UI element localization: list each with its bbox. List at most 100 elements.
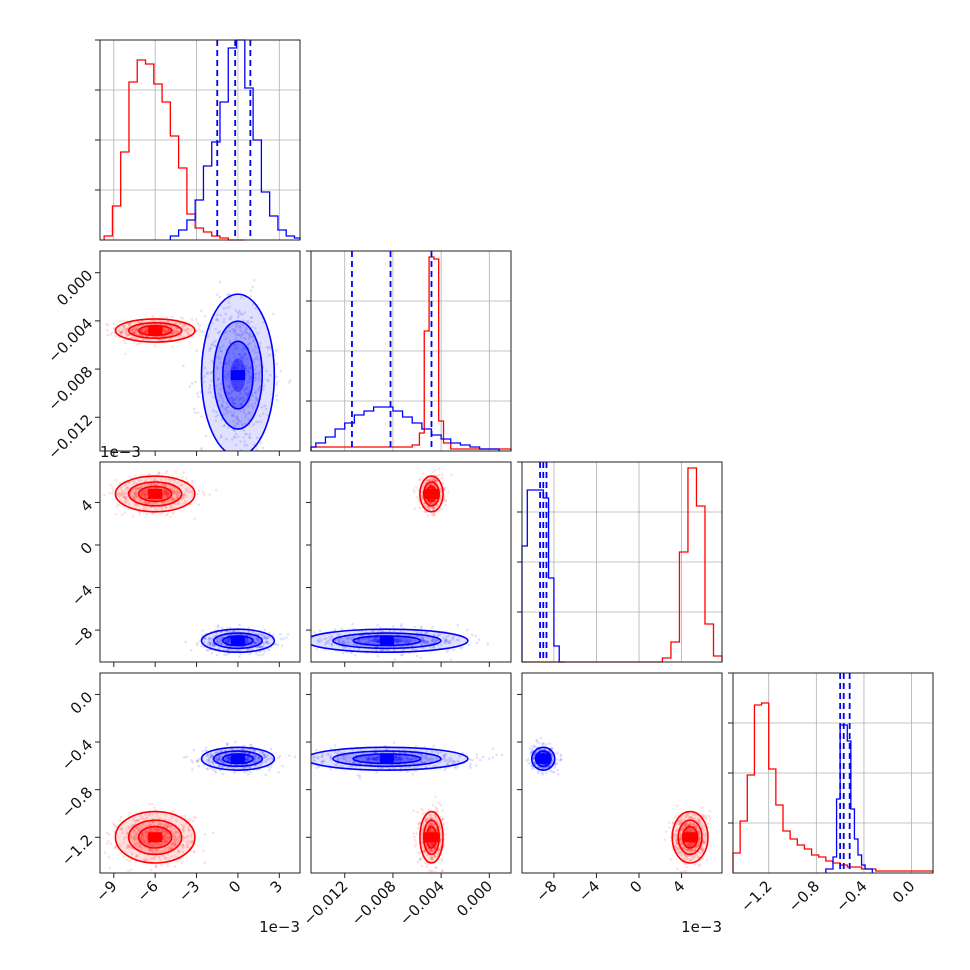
sample-point — [132, 331, 135, 335]
sample-point — [175, 819, 178, 822]
sample-point — [144, 479, 148, 482]
sample-point — [136, 827, 140, 831]
sample-point — [163, 490, 167, 494]
sample-point — [190, 759, 193, 762]
sample-point — [227, 641, 231, 644]
sample-point — [172, 498, 175, 502]
sample-point — [425, 853, 429, 857]
sample-point — [133, 492, 137, 496]
sample-point — [163, 834, 167, 838]
sample-point — [441, 476, 444, 480]
sample-point — [142, 840, 145, 844]
sample-point — [220, 760, 223, 763]
sample-point — [418, 477, 422, 481]
sample-point — [120, 513, 124, 517]
sample-point — [217, 757, 221, 761]
sample-point — [225, 742, 229, 745]
sample-point — [247, 333, 251, 337]
sample-point — [201, 629, 205, 632]
sample-point — [218, 637, 222, 641]
sample-point — [164, 323, 167, 327]
sample-point — [170, 325, 174, 329]
sample-point — [178, 850, 181, 854]
sample-point — [241, 323, 244, 327]
sample-point — [181, 843, 185, 847]
sample-point — [131, 515, 135, 518]
sample-point — [382, 649, 385, 652]
sample-point — [176, 321, 180, 324]
sample-point — [225, 391, 229, 395]
sample-point — [415, 832, 419, 836]
sample-point — [241, 365, 244, 368]
sample-point — [374, 639, 378, 642]
sample-point — [392, 625, 395, 628]
sample-point — [247, 366, 251, 370]
sample-point — [423, 640, 426, 643]
sample-point — [139, 329, 143, 332]
sample-point — [434, 639, 438, 643]
sample-point — [106, 333, 110, 337]
sample-point — [154, 828, 158, 832]
sample-point — [190, 481, 194, 484]
sample-point — [155, 848, 158, 852]
sample-point — [420, 837, 424, 841]
sample-point — [228, 386, 232, 390]
sample-point — [420, 490, 424, 494]
sample-point — [252, 443, 256, 446]
sample-point — [174, 831, 177, 835]
sample-point — [403, 640, 406, 644]
sample-point — [231, 401, 234, 405]
sample-point — [228, 410, 232, 414]
sample-point — [136, 487, 140, 490]
sample-point — [268, 353, 271, 357]
sample-point — [253, 757, 257, 760]
sample-point — [120, 828, 123, 832]
sample-point — [222, 307, 226, 310]
sample-point — [242, 429, 246, 432]
sample-point — [431, 828, 435, 832]
sample-point — [368, 637, 371, 640]
sample-point — [267, 648, 271, 652]
sample-point — [195, 329, 199, 333]
sample-point — [145, 489, 149, 492]
sample-point — [142, 490, 146, 493]
sample-point — [126, 333, 129, 337]
sample-point — [435, 807, 439, 811]
sample-point — [430, 822, 434, 826]
sample-point — [134, 826, 138, 830]
sample-point — [212, 340, 216, 344]
sample-point — [196, 322, 200, 326]
sample-point — [122, 324, 125, 328]
sample-point — [213, 644, 217, 648]
sample-point — [244, 331, 247, 334]
sample-point — [154, 864, 158, 868]
sample-point — [155, 319, 159, 323]
sample-point — [256, 640, 260, 643]
sample-point — [139, 817, 143, 821]
sample-point — [224, 375, 227, 379]
sample-point — [214, 327, 217, 331]
sample-point — [223, 423, 226, 427]
sample-point — [236, 748, 239, 751]
sample-point — [254, 372, 257, 376]
sample-point — [240, 367, 244, 371]
sample-point — [245, 639, 249, 643]
sample-point — [174, 328, 177, 332]
sample-point — [165, 840, 169, 844]
sample-point — [244, 432, 247, 436]
sample-point — [433, 478, 437, 482]
sample-point — [163, 493, 167, 496]
sample-point — [134, 491, 138, 495]
sample-point — [213, 635, 216, 638]
sample-point — [264, 773, 268, 777]
sample-point — [144, 501, 147, 504]
sample-point — [247, 639, 250, 643]
sample-point — [425, 641, 428, 644]
sample-point — [182, 825, 186, 828]
sample-point — [320, 639, 323, 643]
sample-point — [404, 639, 408, 642]
sample-point — [423, 639, 426, 643]
sample-point — [125, 329, 129, 333]
sample-point — [263, 634, 267, 638]
sample-point — [446, 639, 450, 642]
